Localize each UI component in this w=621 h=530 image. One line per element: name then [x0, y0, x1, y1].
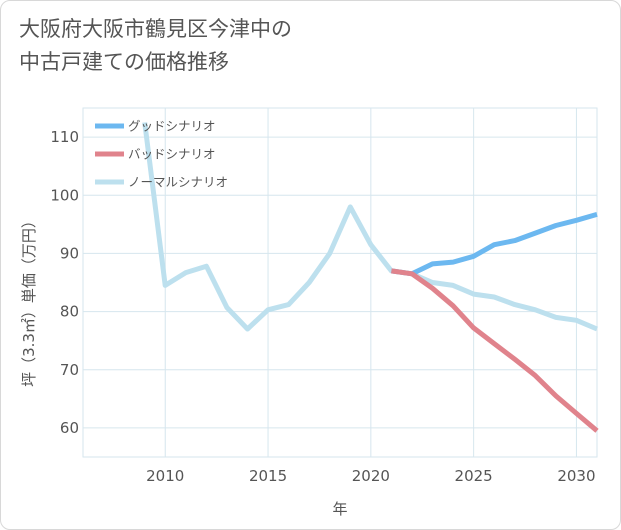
series-line-2: [391, 268, 599, 433]
y-axis-title: 坪（3.3㎡）単価（万円）: [20, 213, 38, 387]
x-tick-label: 2025: [455, 467, 493, 485]
x-tick-label: 2015: [249, 467, 287, 485]
x-axis-title: 年: [332, 500, 347, 518]
y-tick-label: 60: [60, 419, 79, 437]
y-tick-label: 70: [60, 361, 79, 379]
series-lines: [142, 122, 599, 433]
series-line-1: [391, 211, 598, 277]
chart-title-line-2: 中古戸建ての価格推移: [19, 50, 229, 74]
axis-ticks: 2010 2015 2020 2025 2030 60 70 80 90 100 110: [50, 128, 595, 485]
grid-lines: [83, 108, 597, 457]
chart-title-line-1: 大阪府大阪市鶴見区今津中の: [19, 17, 292, 41]
x-tick-label: 2020: [352, 467, 390, 485]
chart-title: 大阪府大阪市鶴見区今津中の 中古戸建ての価格推移: [19, 13, 292, 79]
x-tick-label: 2010: [146, 467, 184, 485]
x-tick-label: 2030: [557, 467, 595, 485]
legend-label: ノーマルシナリオ: [128, 175, 228, 190]
y-tick-label: 80: [60, 303, 79, 321]
y-tick-label: 90: [60, 244, 79, 262]
series-line-3: [142, 122, 598, 332]
legend-label: グッドシナリオ: [128, 119, 216, 134]
y-tick-label: 100: [50, 186, 79, 204]
legend-label: バッドシナリオ: [128, 147, 216, 162]
y-tick-label: 110: [50, 128, 79, 146]
